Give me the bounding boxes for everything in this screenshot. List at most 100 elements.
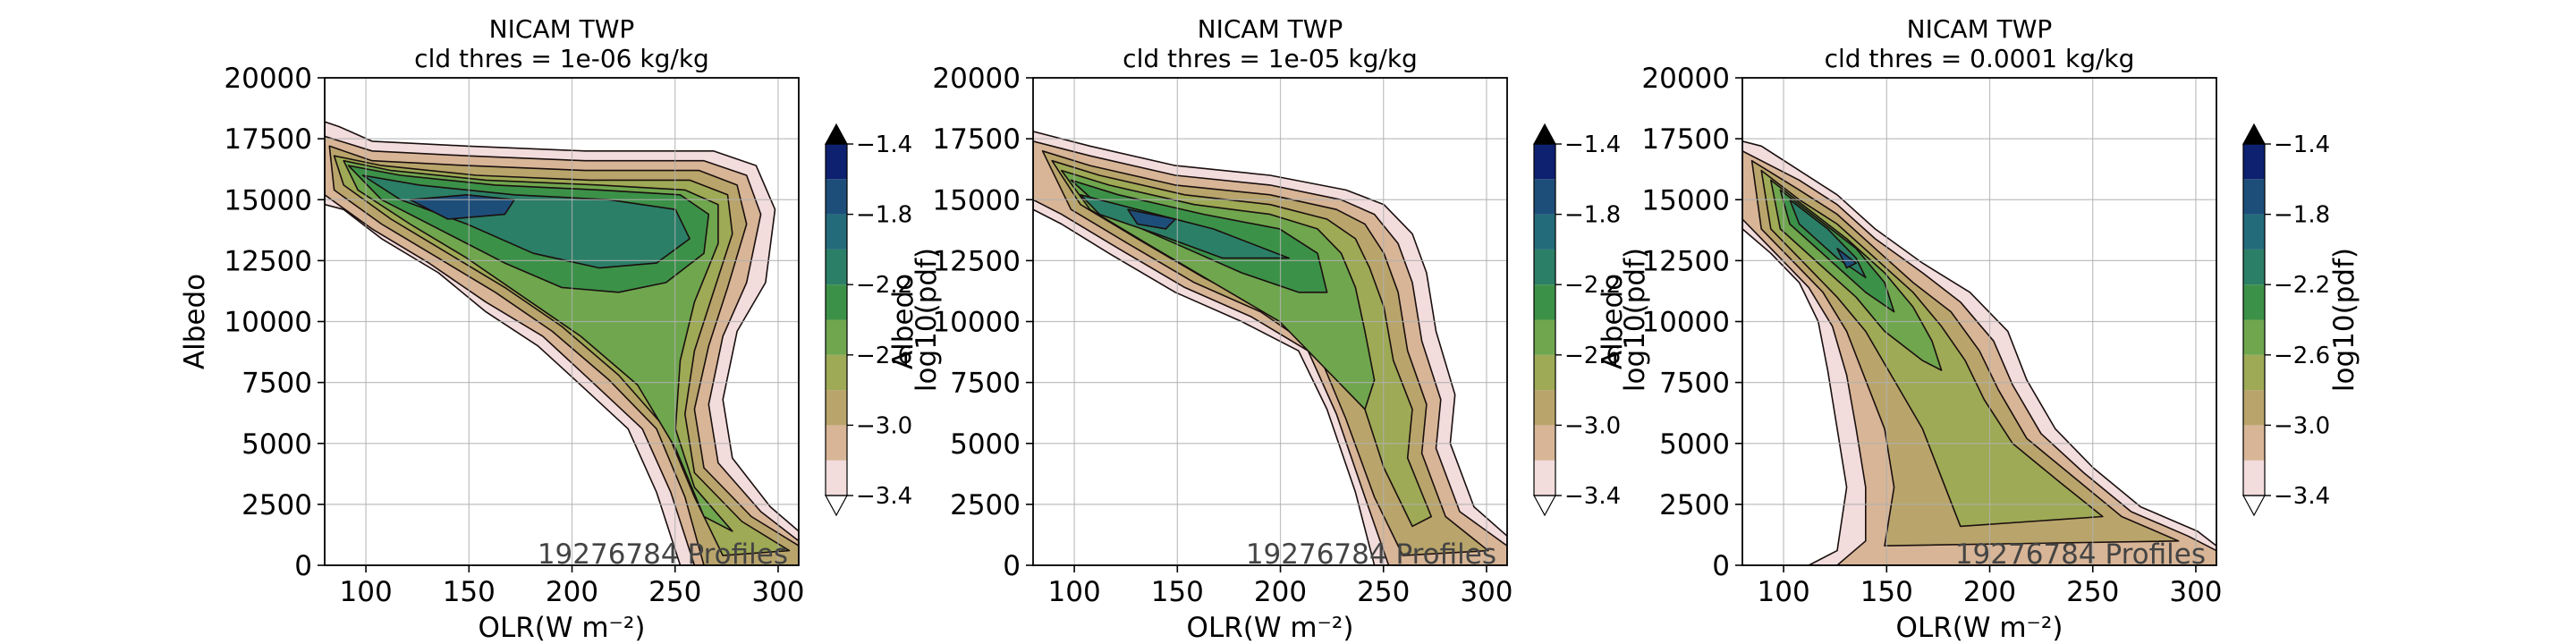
x-tick-label: 300 <box>751 576 804 608</box>
colorbar: −3.4 −3.0 −2.6 −2.2 −1.8 −1.4 log10(pdf) <box>2241 123 2360 517</box>
colorbar-segment <box>826 425 847 461</box>
x-axis-title: OLR(W m⁻²) <box>1187 612 1354 644</box>
colorbar-segment <box>2243 179 2265 215</box>
plot-subtitle: cld thres = 1e-06 kg/kg <box>414 44 709 73</box>
plot-subtitle: cld thres = 0.0001 kg/kg <box>1825 44 2135 73</box>
colorbar-segment <box>826 390 847 426</box>
colorbar-segment <box>1534 144 1555 180</box>
colorbar-tick-label: −1.8 <box>2274 202 2330 229</box>
y-tick-label: 15000 <box>224 184 312 216</box>
colorbar-tick-label: −1.8 <box>1564 202 1621 229</box>
y-tick-label: 12500 <box>1641 245 1730 277</box>
profile-count-annotation: 19276784 Profiles <box>538 538 788 571</box>
colorbar-tick-label: −3.4 <box>2274 483 2330 510</box>
y-tick-label: 20000 <box>224 63 312 95</box>
x-tick-label: 100 <box>1758 576 1810 608</box>
colorbar-max-extension <box>824 123 849 145</box>
y-tick-label: 15000 <box>1641 184 1730 216</box>
plot-title: NICAM TWP <box>489 14 635 44</box>
colorbar-tick-label: −1.4 <box>1564 131 1621 158</box>
colorbar-segment <box>1534 319 1555 355</box>
x-tick-label: 200 <box>1254 576 1307 608</box>
colorbar-segment <box>826 144 847 180</box>
y-tick-label: 0 <box>294 550 312 582</box>
colorbar-segment <box>2243 390 2265 426</box>
y-tick-label: 2500 <box>1659 489 1730 521</box>
colorbar-label: log10(pdf) <box>2328 248 2360 392</box>
colorbar-tick-label: −3.4 <box>856 483 912 510</box>
colorbar-segment <box>826 354 847 391</box>
colorbar-tick-label: −3.0 <box>1564 412 1621 439</box>
colorbar-tick-label: −1.4 <box>2274 131 2330 158</box>
y-tick-label: 0 <box>1712 550 1730 582</box>
contour-field <box>1742 140 2216 565</box>
colorbar-segment <box>1534 214 1555 250</box>
colorbar: −3.4 −3.0 −2.6 −2.2 −1.8 −1.4 log10(pdf) <box>824 123 943 517</box>
x-tick-label: 250 <box>648 576 701 608</box>
contour-level-3 <box>1041 150 1489 556</box>
colorbar-segment <box>1534 284 1555 320</box>
plot-title: NICAM TWP <box>1198 14 1343 44</box>
x-axis-title: OLR(W m⁻²) <box>479 612 646 644</box>
colorbar-segment <box>2243 319 2265 355</box>
y-tick-label: 17500 <box>1641 123 1730 156</box>
x-tick-label: 300 <box>2169 576 2222 608</box>
colorbar-segment <box>1534 354 1555 391</box>
y-tick-label: 10000 <box>1641 307 1730 339</box>
x-tick-label: 250 <box>2066 576 2119 608</box>
colorbar-tick-label: −3.4 <box>1564 483 1621 510</box>
colorbar-segment <box>826 249 847 285</box>
panel-3: 100 150 200 250 300 0 2500 5000 7500 10000 12500 15… <box>1597 14 2360 644</box>
colorbar-tick-label: −2.6 <box>856 343 912 369</box>
y-tick-label: 0 <box>1003 550 1021 582</box>
colorbar-max-extension <box>1532 123 1557 145</box>
colorbar-segment <box>2243 460 2265 496</box>
y-tick-label: 12500 <box>932 245 1021 277</box>
colorbar-segment <box>1534 425 1555 461</box>
x-tick-label: 250 <box>1357 576 1410 608</box>
colorbar-tick-label: −2.6 <box>2274 343 2330 369</box>
colorbar-segment <box>826 284 847 320</box>
colorbar-label: log10(pdf) <box>911 248 943 392</box>
profile-count-annotation: 19276784 Profiles <box>1246 538 1496 571</box>
x-tick-label: 200 <box>546 576 598 608</box>
y-tick-label: 12500 <box>224 245 312 277</box>
colorbar-segment <box>2243 425 2265 461</box>
colorbar-frame <box>825 143 848 496</box>
contour-level-8 <box>1836 247 1857 269</box>
y-tick-label: 7500 <box>242 368 312 400</box>
colorbar-segment <box>826 319 847 355</box>
y-tick-label: 2500 <box>950 489 1021 521</box>
colorbar-tick-label: −1.4 <box>856 131 912 158</box>
y-tick-label: 15000 <box>932 184 1021 216</box>
colorbar-max-extension <box>2241 123 2267 145</box>
profile-count-annotation: 19276784 Profiles <box>1955 538 2206 571</box>
x-axis-title: OLR(W m⁻²) <box>1896 612 2063 644</box>
contour-level-5 <box>1061 169 1376 411</box>
colorbar-segment <box>1534 390 1555 426</box>
y-tick-label: 10000 <box>932 307 1021 339</box>
y-axis-title: Albedo <box>179 274 211 369</box>
y-axis-title: Albedo <box>1597 274 1629 369</box>
colorbar-segment <box>1534 460 1555 496</box>
colorbar-min-extension <box>1532 495 1557 517</box>
y-tick-label: 2500 <box>242 489 312 521</box>
y-tick-label: 5000 <box>242 428 312 461</box>
colorbar: −3.4 −3.0 −2.6 −2.2 −1.8 −1.4 log10(pdf) <box>1532 123 1651 517</box>
contour-level-8 <box>409 194 515 220</box>
colorbar-segment <box>826 214 847 250</box>
plot-title: NICAM TWP <box>1907 14 2053 44</box>
colorbar-segment <box>1534 179 1555 215</box>
colorbar-tick-label: −2.2 <box>2274 272 2330 299</box>
colorbar-frame <box>2242 143 2266 496</box>
colorbar-segment <box>2243 354 2265 391</box>
y-tick-label: 5000 <box>950 428 1021 461</box>
y-tick-label: 7500 <box>950 368 1021 400</box>
panel-2: 100 150 200 250 300 0 2500 5000 7500 10000 12500 15… <box>887 14 1651 644</box>
panel-1: 100 150 200 250 300 0 2500 5000 7500 10000 12500 15… <box>179 14 943 644</box>
colorbar-min-extension <box>824 495 849 517</box>
colorbar-tick-label: −2.2 <box>1564 272 1621 299</box>
x-tick-label: 300 <box>1460 576 1513 608</box>
colorbar-segment <box>2243 144 2265 180</box>
colorbar-tick-label: −2.6 <box>1564 343 1621 369</box>
